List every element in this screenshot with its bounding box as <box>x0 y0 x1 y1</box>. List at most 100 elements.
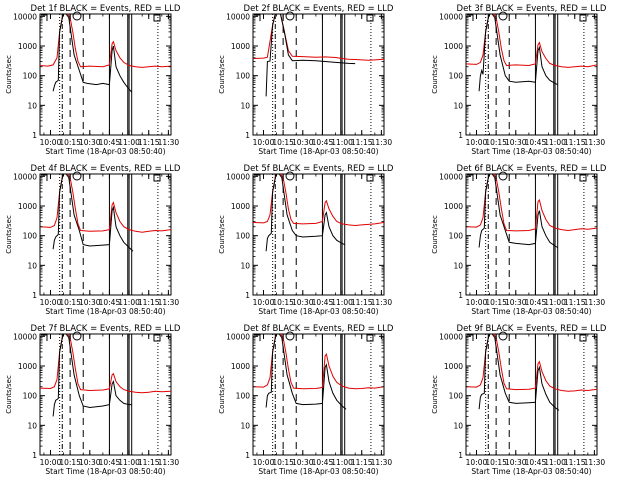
x-tick-label: 11:15 <box>351 298 373 307</box>
x-tick-label: 11:00 <box>331 298 353 307</box>
panel-title: Det 4f BLACK = Events, RED = LLD <box>31 164 181 174</box>
annotation-box-marker <box>579 334 587 342</box>
x-tick-label: 11:30 <box>371 138 393 147</box>
annotation-circle-marker <box>285 11 295 21</box>
annotation-box-marker <box>153 174 161 182</box>
x-tick-label: 10:15 <box>485 298 507 307</box>
x-tick-label: 11:30 <box>584 298 606 307</box>
panel-det-2: Det 2f BLACK = Events, RED = LLD 1 10 100 10… <box>218 4 394 156</box>
x-tick-label: 11:15 <box>138 458 160 467</box>
series-line-events <box>265 174 345 252</box>
x-tick-label: 10:15 <box>59 138 81 147</box>
y-tick-label: 10000 <box>13 332 37 341</box>
y-tick-label: 1000 <box>231 202 250 211</box>
panel-det-9: Det 9f BLACK = Events, RED = LLD 1 10 100 10… <box>431 324 607 476</box>
x-tick-label: 11:30 <box>584 458 606 467</box>
x-tick-label: 11:30 <box>371 298 393 307</box>
x-tick-label: 10:00 <box>253 458 275 467</box>
annotation-circle-marker <box>72 11 82 21</box>
y-axis-label: Counts/sec <box>5 55 13 94</box>
x-tick-label: 11:00 <box>118 138 140 147</box>
x-tick-label: 11:00 <box>544 458 566 467</box>
plot-frame <box>39 333 172 456</box>
y-tick-label: 1000 <box>18 362 37 371</box>
x-tick-label: 11:30 <box>158 458 180 467</box>
y-axis-label: Counts/sec <box>218 55 226 94</box>
annotation-circle-marker <box>498 331 508 341</box>
y-tick-label: 100 <box>23 392 38 401</box>
y-tick-label: 10 <box>27 261 37 270</box>
x-tick-label: 10:30 <box>79 298 101 307</box>
annotation-box-marker <box>153 334 161 342</box>
y-tick-label: 100 <box>236 72 251 81</box>
y-axis-label: Counts/sec <box>218 215 226 254</box>
x-tick-label: 10:15 <box>485 138 507 147</box>
x-axis-label: Start Time (18-Apr-03 08:50:40) <box>471 147 591 156</box>
plot-frame <box>465 173 598 296</box>
x-tick-label: 10:15 <box>59 298 81 307</box>
y-tick-label: 100 <box>449 232 464 241</box>
plot-frame <box>252 13 385 136</box>
y-tick-label: 10 <box>240 101 250 110</box>
y-tick-label: 1 <box>245 451 250 460</box>
x-tick-label: 11:15 <box>351 138 373 147</box>
annotation-circle-marker <box>498 11 508 21</box>
panel-title: Det 7f BLACK = Events, RED = LLD <box>31 324 181 334</box>
plot-area <box>253 14 384 135</box>
plot-area <box>466 334 597 455</box>
x-tick-label: 10:45 <box>525 458 547 467</box>
x-tick-label: 10:30 <box>505 138 527 147</box>
y-tick-label: 10 <box>240 261 250 270</box>
x-tick-label: 10:00 <box>466 138 488 147</box>
y-tick-label: 1000 <box>18 202 37 211</box>
x-tick-label: 10:30 <box>505 458 527 467</box>
y-tick-label: 1 <box>32 451 37 460</box>
y-tick-label: 100 <box>236 392 251 401</box>
series-line-events <box>478 14 558 92</box>
y-tick-label: 1 <box>458 291 463 300</box>
annotation-corner-marker <box>467 174 474 181</box>
y-tick-label: 1 <box>245 291 250 300</box>
plot-frame <box>252 173 385 296</box>
x-axis-label: Start Time (18-Apr-03 08:50:40) <box>45 307 165 316</box>
panel-det-7: Det 7f BLACK = Events, RED = LLD 1 10 100 10… <box>5 324 181 476</box>
panel-det-6: Det 6f BLACK = Events, RED = LLD 1 10 100 10… <box>431 164 607 316</box>
x-tick-label: 10:30 <box>79 138 101 147</box>
annotation-box-marker <box>366 174 374 182</box>
annotation-box-marker <box>366 14 374 22</box>
x-tick-label: 10:00 <box>466 298 488 307</box>
y-axis-label: Counts/sec <box>431 55 439 94</box>
y-tick-label: 1000 <box>444 362 463 371</box>
x-tick-label: 10:30 <box>292 298 314 307</box>
x-tick-label: 10:00 <box>40 298 62 307</box>
panel-title: Det 1f BLACK = Events, RED = LLD <box>31 4 181 14</box>
y-tick-label: 10 <box>453 261 463 270</box>
x-tick-label: 11:15 <box>564 298 586 307</box>
x-tick-label: 10:45 <box>312 458 334 467</box>
x-tick-label: 10:45 <box>99 138 121 147</box>
x-tick-label: 10:45 <box>99 458 121 467</box>
panel-det-5: Det 5f BLACK = Events, RED = LLD 1 10 100 10… <box>218 164 394 316</box>
x-tick-label: 11:00 <box>544 138 566 147</box>
annotation-corner-marker <box>254 174 261 181</box>
panel-det-1: Det 1f BLACK = Events, RED = LLD 1 10 100 10… <box>5 4 181 156</box>
panel-det-8: Det 8f BLACK = Events, RED = LLD 1 10 100 10… <box>218 324 394 476</box>
y-tick-label: 1000 <box>231 362 250 371</box>
y-tick-label: 10 <box>453 421 463 430</box>
panel-title: Det 9f BLACK = Events, RED = LLD <box>457 324 607 334</box>
x-tick-label: 10:45 <box>312 138 334 147</box>
y-tick-label: 10000 <box>226 12 250 21</box>
series-line-events <box>478 174 558 248</box>
y-axis-label: Counts/sec <box>218 375 226 414</box>
plot-frame <box>465 333 598 456</box>
y-tick-label: 1 <box>32 291 37 300</box>
x-tick-label: 10:30 <box>292 138 314 147</box>
x-tick-label: 11:30 <box>158 298 180 307</box>
x-tick-label: 11:15 <box>564 458 586 467</box>
annotation-circle-marker <box>498 171 508 181</box>
y-axis-label: Counts/sec <box>431 215 439 254</box>
plot-frame <box>39 13 172 136</box>
panel-title: Det 8f BLACK = Events, RED = LLD <box>244 324 394 334</box>
x-tick-label: 11:30 <box>371 458 393 467</box>
